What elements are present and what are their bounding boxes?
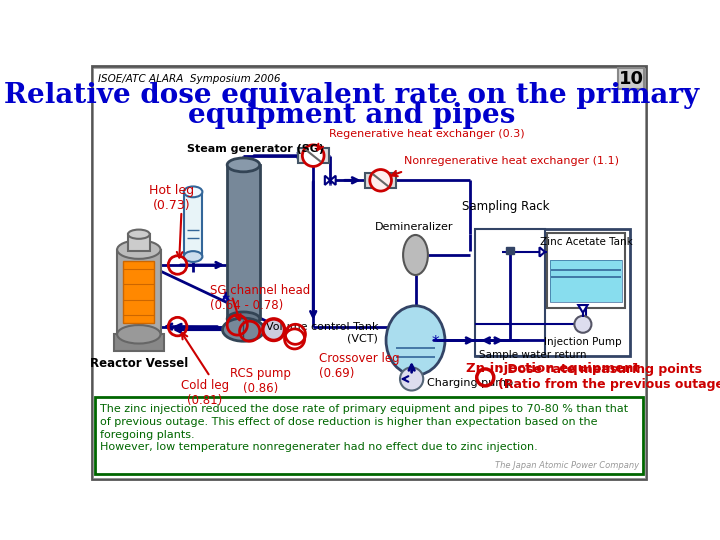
Ellipse shape xyxy=(128,230,150,239)
Bar xyxy=(184,192,202,257)
Circle shape xyxy=(400,367,423,390)
Ellipse shape xyxy=(117,240,161,259)
Polygon shape xyxy=(578,305,588,313)
Circle shape xyxy=(575,316,591,333)
Text: Sampling Rack: Sampling Rack xyxy=(462,200,549,213)
Ellipse shape xyxy=(386,306,445,375)
Bar xyxy=(549,260,622,302)
Text: Regenerative heat exchanger (0.3): Regenerative heat exchanger (0.3) xyxy=(329,129,524,139)
Bar xyxy=(128,234,150,251)
Text: Crossover leg
(0.69): Crossover leg (0.69) xyxy=(319,352,400,380)
Text: Zn injection equipment: Zn injection equipment xyxy=(466,362,639,375)
Polygon shape xyxy=(539,247,545,256)
Ellipse shape xyxy=(403,235,428,275)
Ellipse shape xyxy=(222,318,264,341)
Text: Charging pump: Charging pump xyxy=(427,378,513,388)
Bar xyxy=(475,229,545,356)
Bar xyxy=(475,229,630,356)
Text: 10: 10 xyxy=(618,70,644,87)
Text: Cold leg
(0.81): Cold leg (0.81) xyxy=(181,379,229,407)
Circle shape xyxy=(302,145,324,166)
Text: *: * xyxy=(222,293,230,311)
Text: Hot leg
(0.73): Hot leg (0.73) xyxy=(149,184,194,212)
Ellipse shape xyxy=(184,186,202,197)
Text: ISOE/ATC ALARA  Symposium 2006: ISOE/ATC ALARA Symposium 2006 xyxy=(98,74,280,84)
Text: RCS pump
(0.86): RCS pump (0.86) xyxy=(230,367,291,395)
Bar xyxy=(123,261,154,323)
Text: Volume control Tank
(VCT): Volume control Tank (VCT) xyxy=(266,322,378,343)
Bar xyxy=(96,397,642,475)
Text: However, low temperature nonregenerater had no effect due to zinc injection.: However, low temperature nonregenerater … xyxy=(100,442,538,453)
Text: *: * xyxy=(431,334,438,349)
Text: The zinc injection reduced the dose rate of primary equipment and pipes to 70-80: The zinc injection reduced the dose rate… xyxy=(100,404,628,414)
Polygon shape xyxy=(325,176,336,185)
Text: Injection Pump: Injection Pump xyxy=(544,336,621,347)
Bar xyxy=(297,148,329,164)
Text: Demineralizer: Demineralizer xyxy=(374,222,453,232)
Text: Relative dose equivalent rate on the primary: Relative dose equivalent rate on the pri… xyxy=(4,82,700,109)
Bar xyxy=(365,173,396,188)
Text: : Dose rate measuring points
(Ratio from the previous outage): : Dose rate measuring points (Ratio from… xyxy=(498,363,720,392)
Circle shape xyxy=(263,319,284,340)
Ellipse shape xyxy=(228,312,260,326)
Bar xyxy=(114,334,163,351)
Bar xyxy=(228,165,260,319)
Bar xyxy=(117,249,161,334)
Ellipse shape xyxy=(228,158,260,172)
Text: Steam generator (SG): Steam generator (SG) xyxy=(186,144,323,154)
Text: Nonregenerative heat exchanger (1.1): Nonregenerative heat exchanger (1.1) xyxy=(404,157,619,166)
Text: The Japan Atomic Power Company: The Japan Atomic Power Company xyxy=(495,461,639,470)
Text: Sample water return: Sample water return xyxy=(479,350,587,360)
Text: Zinc Acetate Tank: Zinc Acetate Tank xyxy=(539,237,632,246)
Bar xyxy=(549,260,622,302)
Bar xyxy=(506,247,514,254)
Circle shape xyxy=(370,170,392,191)
Ellipse shape xyxy=(117,325,161,343)
Ellipse shape xyxy=(184,251,202,262)
Text: foregoing plants.: foregoing plants. xyxy=(100,430,194,440)
Text: equipment and pipes: equipment and pipes xyxy=(188,102,516,129)
Bar xyxy=(547,233,625,308)
Bar xyxy=(618,68,644,90)
Text: SG channel head
(0.64 - 0.78): SG channel head (0.64 - 0.78) xyxy=(210,284,310,312)
Text: of previous outage. This effect of dose reduction is higher than expectation bas: of previous outage. This effect of dose … xyxy=(100,417,598,427)
Text: Reactor Vessel: Reactor Vessel xyxy=(90,357,188,370)
